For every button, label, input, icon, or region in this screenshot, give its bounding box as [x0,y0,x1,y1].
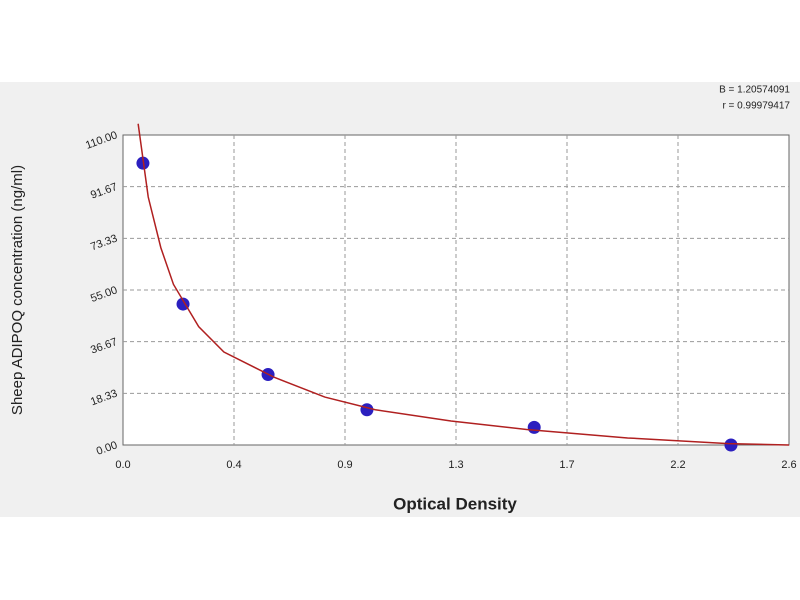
x-tick-label: 0.9 [337,459,352,471]
annotation: B = 1.20574091 [719,85,790,96]
x-tick-label: 2.2 [670,459,685,471]
x-tick-label: 0.0 [115,459,130,471]
y-axis-label: Sheep ADIPOQ concentration (ng/ml) [9,165,26,415]
x-tick-label: 1.3 [448,459,463,471]
data-point [176,297,190,311]
data-point [360,403,374,417]
x-tick-label: 1.7 [559,459,574,471]
x-axis-label: Optical Density [393,494,517,513]
fit-curve [137,123,790,446]
x-tick-label: 0.4 [226,459,241,471]
x-tick-label: 2.6 [781,459,796,471]
data-point [724,438,738,452]
data-point [527,420,541,434]
annotation: r = 0.99979417 [722,101,790,112]
